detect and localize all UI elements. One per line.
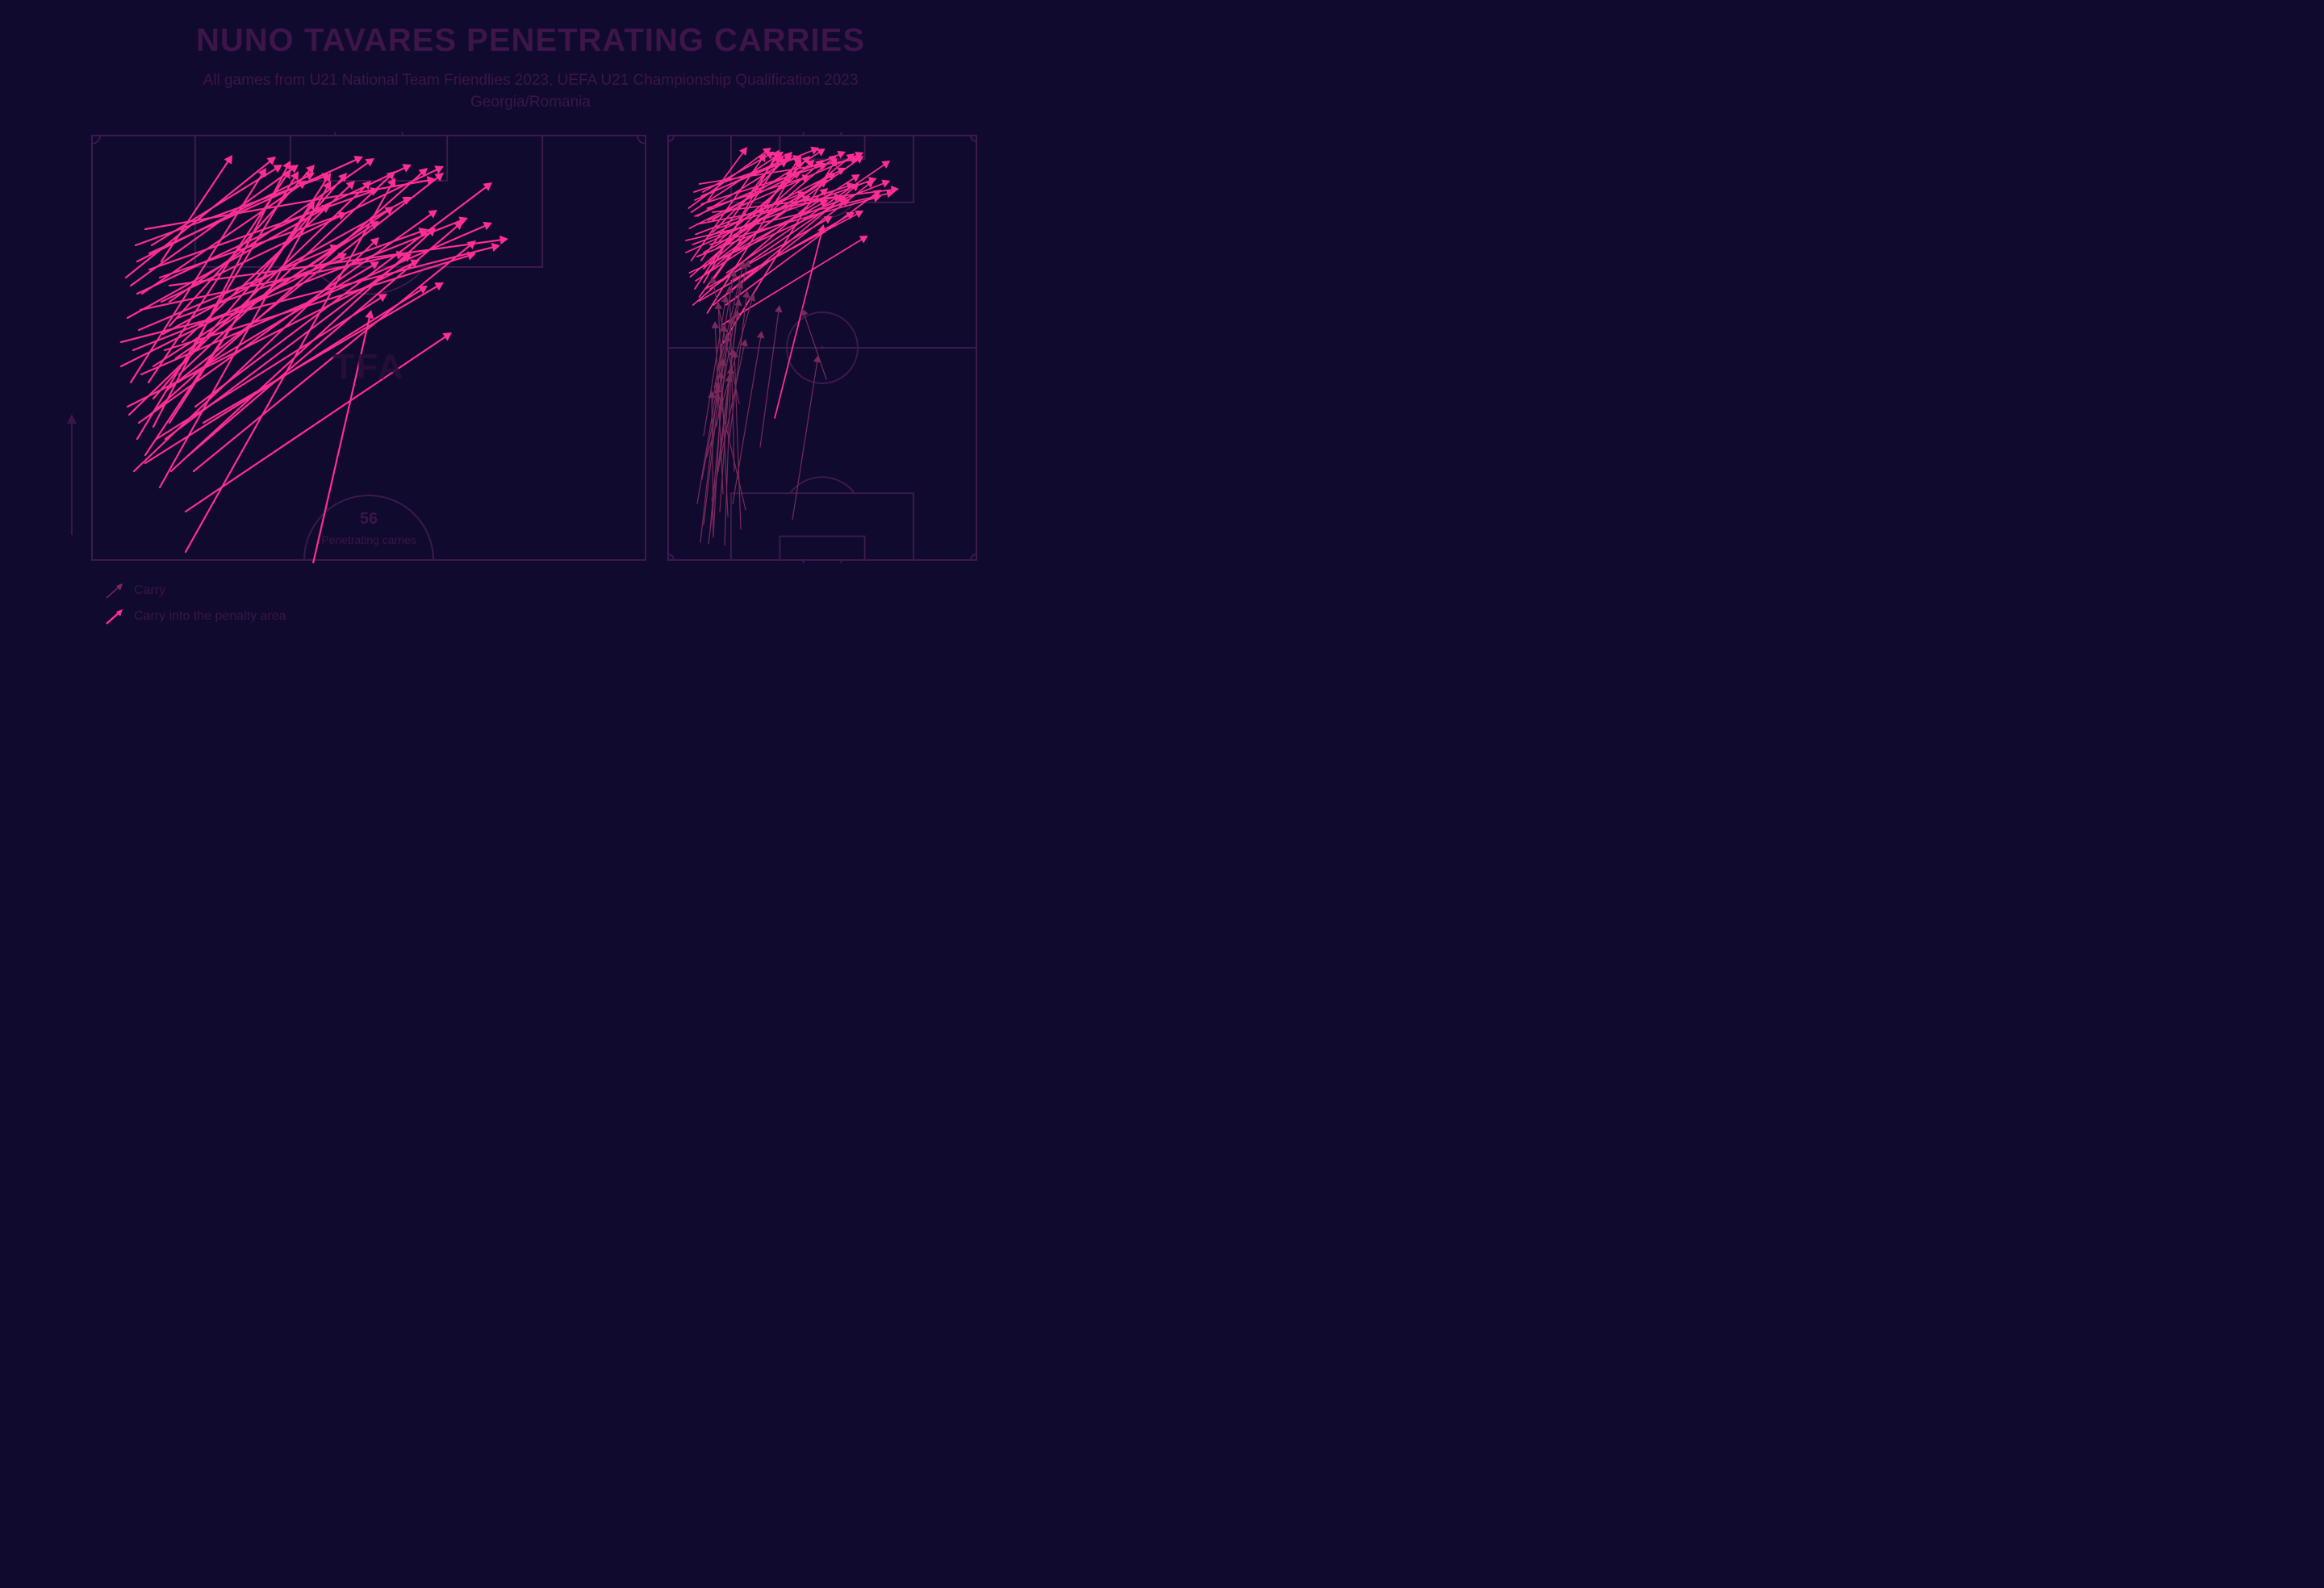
chart-subtitle: All games from U21 National Team Friendl…: [32, 70, 1029, 113]
mini-pitch: [665, 132, 980, 563]
legend-carry-box-arrow-icon: [105, 608, 124, 625]
legend-item-carry: Carry: [105, 582, 1029, 600]
mini-pitch-wrapper: [665, 132, 980, 567]
legend: Carry Carry into the penalty area: [105, 582, 1029, 625]
legend-carry-box-label: Carry into the penalty area: [134, 609, 286, 624]
direction-arrow-icon: [65, 414, 79, 535]
subtitle-line-1: All games from U21 National Team Friendl…: [203, 72, 859, 89]
legend-carry-arrow-icon: [105, 582, 124, 600]
main-pitch-wrapper: TFA 56 Penetrating carries: [89, 132, 649, 567]
chart-container: NUNO TAVARES PENETRATING CARRIES All gam…: [0, 0, 1061, 725]
main-pitch: [89, 132, 649, 563]
stat-label: Penetrating carries: [321, 533, 416, 546]
subtitle-line-2: Georgia/Romania: [470, 94, 591, 111]
stat-count: 56: [360, 510, 378, 529]
legend-carry-label: Carry: [134, 583, 165, 598]
pitches-row: TFA 56 Penetrating carries: [89, 132, 1029, 567]
chart-title: NUNO TAVARES PENETRATING CARRIES: [32, 23, 1029, 59]
legend-item-carry-box: Carry into the penalty area: [105, 608, 1029, 625]
